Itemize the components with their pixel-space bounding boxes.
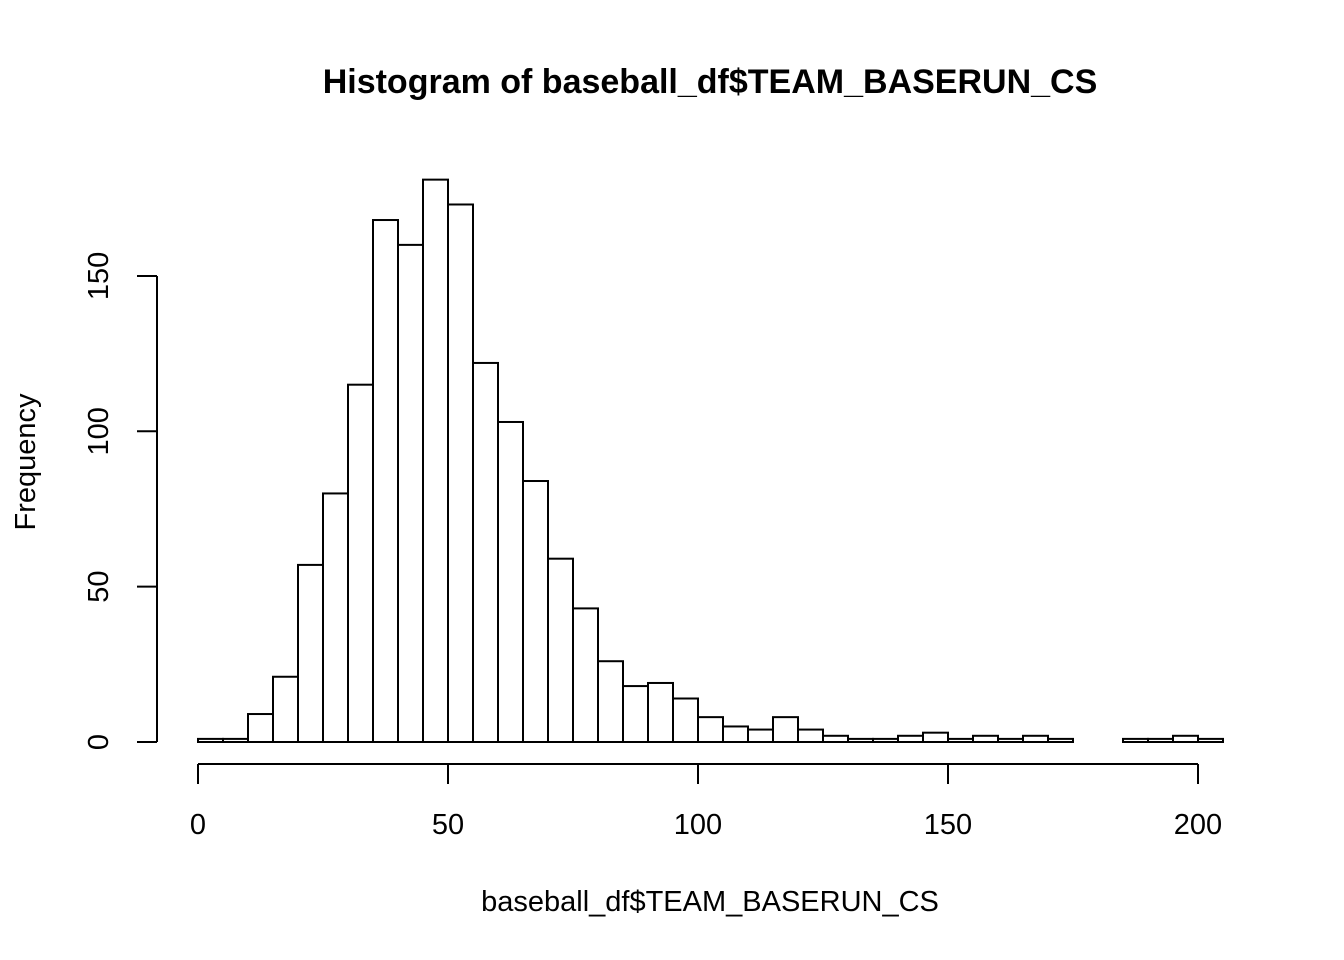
histogram-bar xyxy=(772,716,799,743)
histogram-bar xyxy=(797,728,824,744)
histogram-bar xyxy=(522,480,549,743)
histogram-bar xyxy=(347,383,374,743)
y-tick-label: 150 xyxy=(83,252,115,300)
chart-title: Histogram of baseball_df$TEAM_BASERUN_CS xyxy=(323,63,1098,101)
histogram-bar xyxy=(572,607,599,743)
x-tick-label: 100 xyxy=(674,809,722,841)
bars-group xyxy=(197,178,1224,744)
histogram-bar xyxy=(822,734,849,744)
histogram-bar xyxy=(597,660,624,744)
x-tick-label: 150 xyxy=(924,809,972,841)
y-axis-label: Frequency xyxy=(10,393,42,531)
y-axis: 0 50 100 150 xyxy=(83,252,158,750)
histogram-bar xyxy=(372,219,399,744)
histogram-bar xyxy=(1197,737,1224,744)
histogram-bar xyxy=(447,203,474,743)
histogram-bar xyxy=(197,737,224,744)
histogram-bar xyxy=(322,492,349,743)
histogram-bar xyxy=(972,734,999,744)
histogram-bar xyxy=(1172,734,1199,744)
x-tick-label: 50 xyxy=(432,809,464,841)
histogram-bar xyxy=(497,420,524,743)
histogram-bar xyxy=(1122,737,1149,744)
histogram-bar xyxy=(297,563,324,743)
histogram-bar xyxy=(747,728,774,744)
x-axis-label: baseball_df$TEAM_BASERUN_CS xyxy=(481,886,939,918)
histogram-bar xyxy=(547,557,574,744)
histogram-bar xyxy=(622,685,649,743)
histogram-bar xyxy=(697,716,724,743)
histogram-bar xyxy=(897,734,924,744)
histogram-bar xyxy=(222,737,249,744)
y-tick-label: 50 xyxy=(83,571,115,603)
histogram-bar xyxy=(422,178,449,743)
histogram-bar xyxy=(397,243,424,743)
histogram-bar xyxy=(1147,737,1174,744)
x-tick-label: 200 xyxy=(1174,809,1222,841)
histogram-bar xyxy=(997,737,1024,744)
histogram-bar xyxy=(1047,737,1074,744)
histogram-bar xyxy=(672,697,699,744)
histogram-bar xyxy=(847,737,874,744)
x-axis: 0 50 100 150 200 xyxy=(190,763,1222,841)
y-tick-label: 0 xyxy=(83,734,115,750)
histogram-bar xyxy=(1022,734,1049,744)
x-tick-label: 0 xyxy=(190,809,206,841)
histogram-bar xyxy=(872,737,899,744)
histogram-bar xyxy=(272,675,299,743)
histogram-bar xyxy=(722,725,749,744)
y-tick-label: 100 xyxy=(83,407,115,455)
histogram-bar xyxy=(922,731,949,744)
histogram-bar xyxy=(247,713,274,743)
histogram-bar xyxy=(647,681,674,743)
histogram-bar xyxy=(472,361,499,743)
histogram-bar xyxy=(947,737,974,744)
